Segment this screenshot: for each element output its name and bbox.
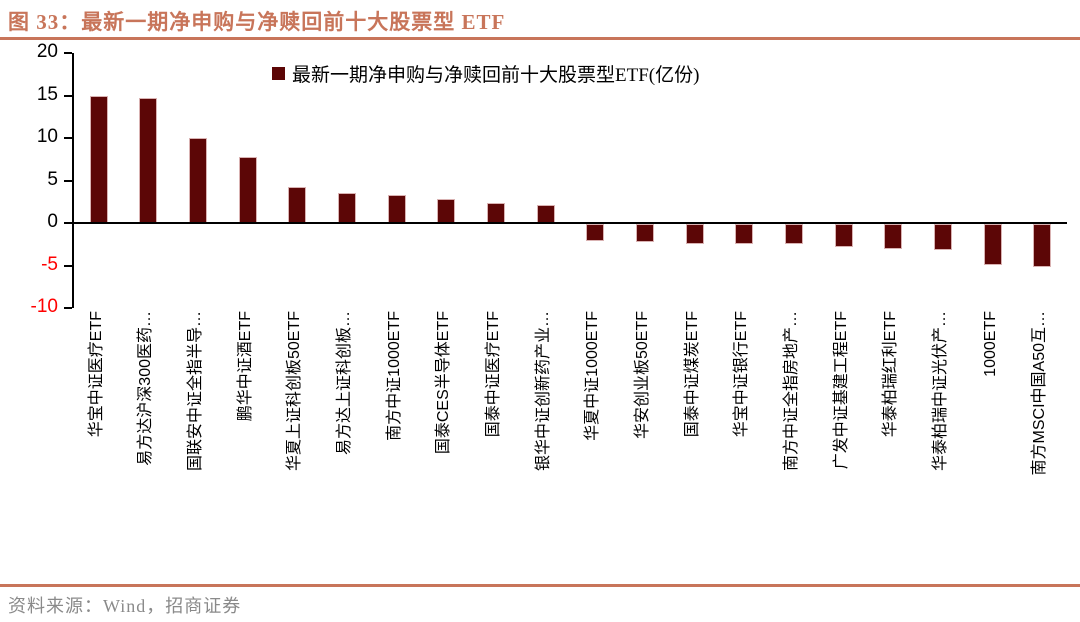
- x-axis-label: 1000ETF: [981, 311, 999, 377]
- x-axis-label: 华安创业板50ETF: [633, 311, 651, 440]
- y-tick-label: 10: [36, 126, 58, 147]
- bar: [288, 187, 307, 223]
- x-axis-label: 南方MSCI中国A50互…: [1031, 311, 1049, 476]
- bar: [139, 98, 158, 223]
- footer-divider: [0, 584, 1080, 587]
- x-axis-label: 南方中证1000ETF: [385, 311, 403, 441]
- bar: [735, 224, 754, 244]
- x-axis-label: 国泰中证医疗ETF: [485, 311, 503, 438]
- bar: [834, 224, 853, 247]
- bar: [536, 205, 555, 223]
- x-axis-label: 鹏华中证酒ETF: [236, 311, 254, 422]
- legend-label: 最新一期净申购与净赎回前十大股票型ETF(亿份): [292, 65, 700, 86]
- bar: [586, 224, 605, 241]
- legend-swatch: [272, 67, 285, 80]
- x-axis-label: 国泰CES半导体ETF: [435, 311, 453, 455]
- bar: [238, 156, 257, 223]
- chart-legend: 最新一期净申购与净赎回前十大股票型ETF(亿份): [272, 60, 699, 87]
- x-axis-label: 易方达沪深300医药…: [137, 311, 155, 466]
- y-tick-mark: [64, 264, 72, 267]
- y-tick-mark: [64, 179, 72, 182]
- y-tick-mark: [64, 94, 72, 97]
- bar: [338, 193, 357, 223]
- bar: [884, 224, 903, 249]
- y-tick-label: 15: [36, 83, 58, 105]
- y-tick-mark: [64, 52, 72, 54]
- bar: [685, 224, 704, 244]
- x-axis-label: 国泰中证煤炭ETF: [683, 311, 701, 438]
- etf-bar-chart: 最新一期净申购与净赎回前十大股票型ETF(亿份) 20 15 10 5 0 -5 -10 华…: [31, 42, 1067, 573]
- y-tick-label: -10: [30, 296, 58, 317]
- source-note: 资料来源：Wind，招商证券: [8, 596, 242, 616]
- x-axis-label: 南方中证全指房地产…: [782, 311, 800, 472]
- y-tick-label: 0: [47, 211, 58, 232]
- x-axis-label: 华宝中证医疗ETF: [87, 311, 105, 438]
- bar: [933, 224, 952, 251]
- x-axis-label: 易方达上证科创板…: [336, 311, 354, 456]
- x-axis-label: 国联安中证全指半导…: [187, 311, 205, 472]
- plot-area: 最新一期净申购与净赎回前十大股票型ETF(亿份) 20 15 10 5 0 -5 -10: [31, 42, 1067, 317]
- title-divider: [0, 37, 1080, 40]
- bar: [487, 202, 506, 223]
- bar: [784, 224, 803, 245]
- bar: [437, 199, 456, 223]
- x-axis-label: 华夏中证1000ETF: [584, 311, 602, 441]
- y-tick-label: -5: [41, 253, 58, 275]
- bar: [1033, 224, 1052, 267]
- x-axis-label: 华宝中证银行ETF: [733, 311, 751, 438]
- y-tick-mark: [64, 137, 72, 139]
- bar: [983, 224, 1002, 265]
- y-tick-mark: [64, 307, 72, 309]
- y-tick-label: 20: [36, 41, 58, 62]
- x-axis-labels: 华宝中证医疗ETF 易方达沪深300医药… 国联安中证全指半导… 鹏华中证酒ETF 华夏…: [72, 311, 1065, 573]
- y-tick-label: 5: [47, 168, 58, 190]
- bar: [387, 194, 406, 223]
- y-tick-mark: [64, 222, 72, 224]
- x-axis-label: 华泰柏瑞红利ETF: [882, 311, 900, 438]
- figure-title: 图 33：最新一期净申购与净赎回前十大股票型 ETF: [8, 10, 506, 34]
- x-axis-label: 广发中证基建工程ETF: [832, 311, 850, 470]
- bar: [189, 138, 208, 223]
- x-axis-label: 华泰柏瑞中证光伏产…: [931, 311, 949, 472]
- bar: [89, 95, 108, 223]
- x-axis-label: 银华中证创新药产业…: [534, 311, 552, 472]
- bar: [635, 224, 654, 242]
- x-axis-label: 华夏上证科创板50ETF: [286, 311, 304, 472]
- zero-baseline: [74, 222, 1067, 224]
